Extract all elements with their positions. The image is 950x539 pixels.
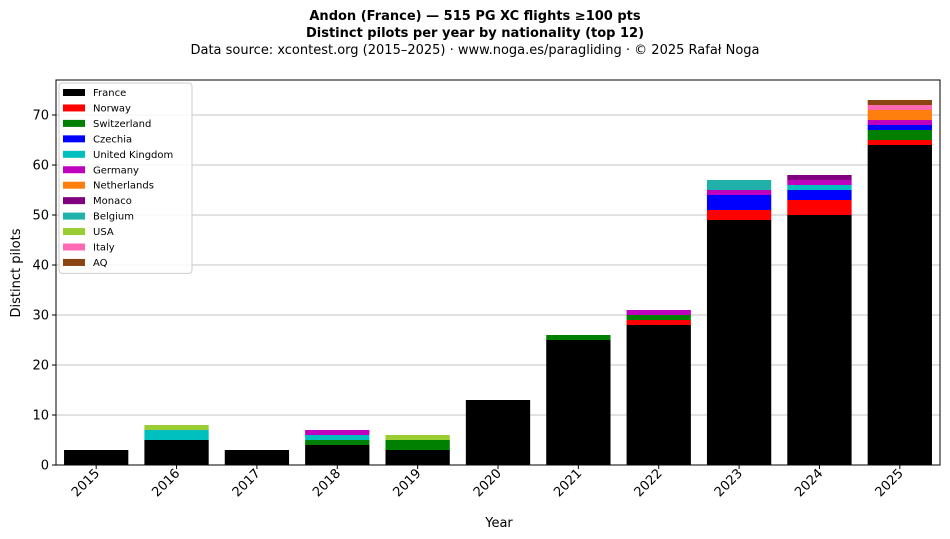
bar-segment xyxy=(64,450,129,465)
bar-segment xyxy=(867,105,932,110)
x-tick-label: 2024 xyxy=(792,466,826,500)
legend-swatch xyxy=(63,258,85,266)
chart-source: Data source: xcontest.org (2015–2025) · … xyxy=(190,43,760,58)
bar-segment xyxy=(465,400,531,465)
bar-segment xyxy=(867,140,932,145)
bar-segment xyxy=(385,435,450,440)
bar-segment xyxy=(867,125,932,130)
y-tick-label: 40 xyxy=(32,259,49,274)
bar-segment xyxy=(867,130,932,140)
legend-swatch xyxy=(63,104,85,112)
legend-label: Germany xyxy=(93,165,139,176)
legend-label: Czechia xyxy=(93,134,132,145)
bar-segment xyxy=(787,185,852,190)
bar-segment xyxy=(867,100,932,105)
y-tick-label: 70 xyxy=(32,109,49,124)
bar-segment xyxy=(546,335,611,340)
legend-swatch xyxy=(63,150,85,158)
legend-label: Switzerland xyxy=(93,119,151,130)
bar-segment xyxy=(626,320,691,325)
x-tick-label: 2023 xyxy=(712,466,746,500)
y-tick-label: 0 xyxy=(41,459,49,474)
legend-label: Netherlands xyxy=(93,181,154,192)
y-tick-label: 50 xyxy=(32,209,49,224)
bar-segment xyxy=(706,190,772,195)
bar-segment xyxy=(385,450,450,465)
x-tick-label: 2019 xyxy=(390,466,424,500)
legend-label: USA xyxy=(93,227,114,238)
legend-box xyxy=(58,82,193,274)
bar-segment xyxy=(626,315,691,320)
y-tick-label: 20 xyxy=(32,359,49,374)
y-tick-label: 10 xyxy=(32,409,49,424)
bar-segment xyxy=(305,445,370,465)
x-tick-label: 2018 xyxy=(310,466,344,500)
y-axis-label: Distinct pilots xyxy=(9,228,24,317)
legend: France Norway Switzerland Czechia United Kin… xyxy=(58,82,193,274)
x-tick-label: 2015 xyxy=(69,466,103,500)
legend-label: AQ xyxy=(93,258,108,269)
bar-segment xyxy=(305,430,370,435)
legend-swatch xyxy=(63,166,85,174)
bar-segment xyxy=(706,195,772,210)
x-tick-label: 2017 xyxy=(230,466,264,500)
x-axis-label: Year xyxy=(484,516,513,531)
legend-swatch xyxy=(63,243,85,251)
bar-segment xyxy=(144,430,209,440)
legend-label: France xyxy=(93,88,126,99)
bar-segment xyxy=(144,425,209,430)
x-tick-label: 2022 xyxy=(632,466,666,500)
legend-swatch xyxy=(63,197,85,205)
legend-label: Italy xyxy=(93,243,115,254)
legend-swatch xyxy=(63,135,85,143)
bar-segment xyxy=(867,110,932,120)
bar-segment xyxy=(787,215,852,465)
legend-swatch xyxy=(63,89,85,96)
legend-label: Belgium xyxy=(93,212,134,223)
legend-label: Monaco xyxy=(93,196,132,207)
bar-segment xyxy=(626,325,691,465)
bar-segment xyxy=(305,440,370,445)
bar-segment xyxy=(787,190,852,200)
bar-segment xyxy=(706,220,772,465)
legend-swatch xyxy=(63,119,85,127)
bar-segment xyxy=(787,200,852,215)
legend-swatch xyxy=(63,181,85,189)
x-tick-label: 2025 xyxy=(873,466,907,500)
chart-subtitle: Distinct pilots per year by nationality … xyxy=(305,26,645,41)
x-tick-label: 2020 xyxy=(471,466,505,500)
bar-segment xyxy=(867,145,932,465)
x-axis: 2015 2016 2017 2018 2019 2020 2021 2022 2023 2024… xyxy=(69,465,907,500)
bar-segment xyxy=(305,435,370,440)
chart-title: Andon (France) — 515 PG XC flights ≥100 … xyxy=(309,9,641,24)
bar-segment xyxy=(144,440,209,465)
x-tick-label: 2021 xyxy=(551,466,585,500)
y-axis: 0 10 20 30 40 50 60 70 xyxy=(32,109,56,474)
bars xyxy=(64,100,932,465)
y-tick-label: 60 xyxy=(32,159,49,174)
bar-segment xyxy=(385,440,450,450)
bar-segment xyxy=(787,180,852,185)
bar-segment xyxy=(867,120,932,125)
legend-label: Norway xyxy=(93,103,131,114)
legend-label: United Kingdom xyxy=(93,150,173,161)
bar-segment xyxy=(787,175,852,180)
bar-segment xyxy=(706,180,772,190)
legend-swatch xyxy=(63,212,85,220)
bar-segment xyxy=(626,310,691,315)
y-tick-label: 30 xyxy=(32,309,49,324)
legend-swatch xyxy=(63,228,85,236)
x-tick-label: 2016 xyxy=(149,466,183,500)
bar-segment xyxy=(706,210,772,220)
bar-segment xyxy=(546,340,611,465)
bar-segment xyxy=(224,450,290,465)
title-block: Andon (France) — 515 PG XC flights ≥100 … xyxy=(0,8,950,59)
